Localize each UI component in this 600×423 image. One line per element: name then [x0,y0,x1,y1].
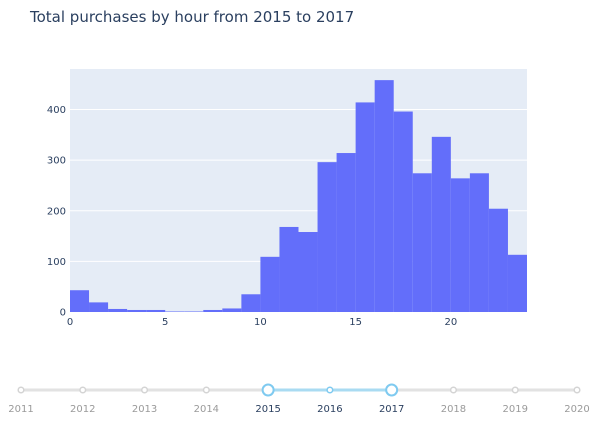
year-range-slider[interactable]: 2011 2012 2013 2014 2015 2016 2017 2018 2019 2020 [8,383,590,416]
histogram-bar [70,290,90,312]
histogram-bar [241,294,261,312]
histogram-bar [469,173,489,312]
y-axis-ticks: 0 100 200 300 400 [47,105,66,319]
slider-end-handle[interactable] [385,383,399,397]
histogram-bar [260,256,280,312]
slider-year-label: 2011 [8,404,33,415]
y-tick-label: 400 [47,105,66,116]
histogram-bar [488,208,508,312]
slider-step-dot[interactable] [79,386,87,394]
histogram-bar [393,111,413,313]
histogram-bar [431,136,451,312]
slider-year-label: 2020 [564,404,589,415]
x-tick-label: 10 [254,317,267,328]
slider-year-label: 2014 [194,404,219,415]
slider-year-label: 2019 [502,404,527,415]
slider-step-dot[interactable] [573,386,581,394]
histogram-bar [336,153,356,312]
chart-title: Total purchases by hour from 2015 to 201… [30,8,355,26]
x-axis-ticks: 0 5 10 15 20 [67,317,457,328]
histogram-bar [165,311,185,312]
x-tick-label: 15 [349,317,362,328]
histogram-bar [317,162,337,312]
histogram-bar [89,302,109,312]
slider-step-dot[interactable] [17,386,25,394]
slider-year-label: 2012 [70,404,95,415]
histogram-bars [70,80,527,313]
slider-step-dot[interactable] [141,386,149,394]
histogram-bar [203,309,223,312]
histogram-bar [355,102,375,312]
histogram-bar [108,308,128,312]
histogram-bar [412,173,432,312]
slider-start-handle[interactable] [261,383,275,397]
histogram-bar [450,178,470,312]
slider-step-dot[interactable] [326,386,334,394]
slider-year-label: 2016 [317,404,342,415]
histogram-bar [374,80,394,312]
x-tick-label: 0 [67,317,73,328]
x-tick-label: 5 [162,317,168,328]
slider-step-dot[interactable] [511,386,519,394]
slider-year-label: 2018 [441,404,466,415]
histogram-bar [279,226,299,312]
slider-year-label: 2017 [379,404,404,415]
slider-year-label: 2013 [132,404,157,415]
x-tick-label: 20 [444,317,457,328]
histogram-bar [184,311,204,312]
y-tick-label: 300 [47,156,66,167]
histogram-bar [298,232,318,312]
histogram-bar [127,309,147,312]
histogram-bar [146,309,166,312]
y-tick-label: 0 [60,308,66,319]
slider-year-label: 2015 [255,404,280,415]
histogram-bar [222,308,242,312]
slider-step-dot[interactable] [449,386,457,394]
histogram-bar [507,254,527,312]
slider-step-dot[interactable] [202,386,210,394]
y-tick-label: 200 [47,206,66,217]
y-tick-label: 100 [47,257,66,268]
